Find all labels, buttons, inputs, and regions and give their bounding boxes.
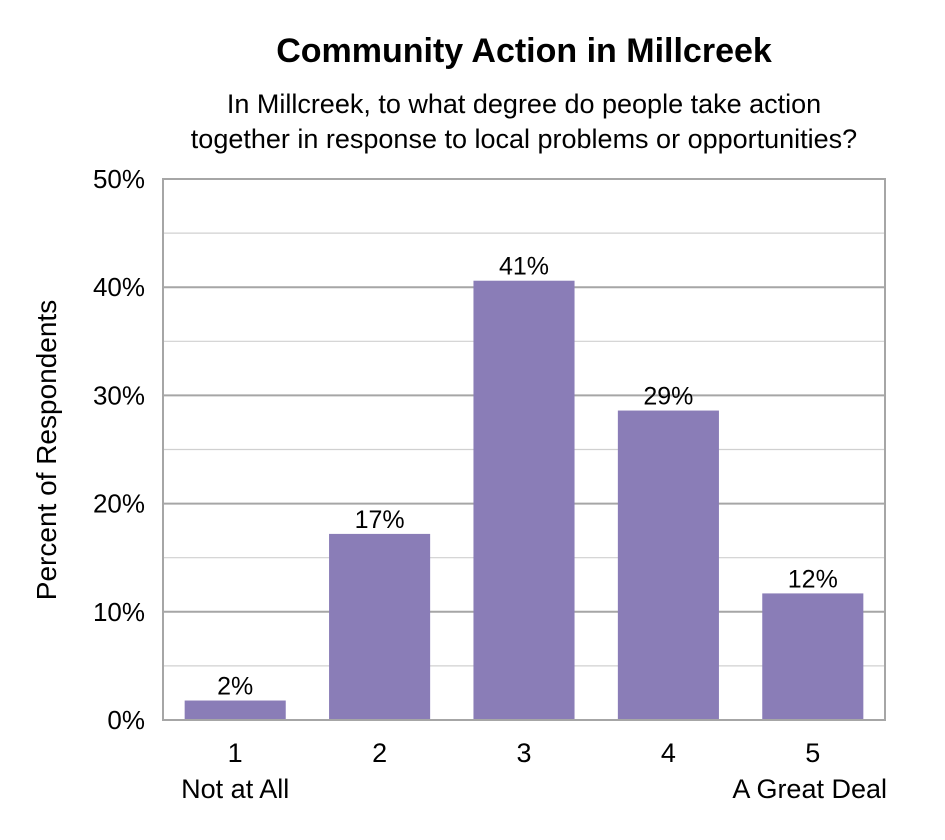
data-labels: 2% 17% 41% 29% 12%: [217, 253, 838, 701]
x-tick-sublabel: A Great Deal: [732, 774, 887, 804]
bars: [184, 280, 864, 720]
y-tick-label: 30%: [93, 380, 145, 410]
plot-border: [162, 178, 886, 721]
y-tick-label: 40%: [93, 272, 145, 302]
data-label: 2%: [217, 673, 253, 701]
y-tick-label: 0%: [107, 705, 145, 735]
y-tick-label: 20%: [93, 489, 145, 519]
bar: [473, 280, 575, 720]
bar: [762, 593, 864, 720]
data-label: 29%: [643, 383, 693, 411]
x-tick-label: 4: [661, 738, 676, 768]
x-tick-label: 1: [228, 738, 243, 768]
data-label: 12%: [788, 565, 838, 593]
chart-title: Community Action in Millcreek: [276, 32, 772, 70]
bar: [184, 700, 286, 720]
bar: [329, 533, 431, 720]
y-axis-label: Percent of Respondents: [31, 300, 62, 600]
bar: [617, 410, 719, 720]
plot-frame: [162, 178, 886, 721]
x-tick-label: 2: [372, 738, 387, 768]
y-axis-ticks: 0% 10% 20% 30% 40% 50%: [93, 164, 145, 735]
x-axis-ticks: 1 2 3 4 5 Not at All A Great Deal: [181, 738, 887, 804]
x-tick-sublabel: Not at All: [181, 774, 289, 804]
x-tick-label: 5: [805, 738, 820, 768]
y-tick-label: 50%: [93, 164, 145, 194]
data-label: 17%: [355, 506, 405, 534]
x-tick-label: 3: [516, 738, 531, 768]
chart-subtitle-line-1: In Millcreek, to what degree do people t…: [227, 89, 821, 119]
y-tick-label: 10%: [93, 597, 145, 627]
data-label: 41%: [499, 253, 549, 281]
chart-subtitle-line-2: together in response to local problems o…: [191, 124, 857, 154]
